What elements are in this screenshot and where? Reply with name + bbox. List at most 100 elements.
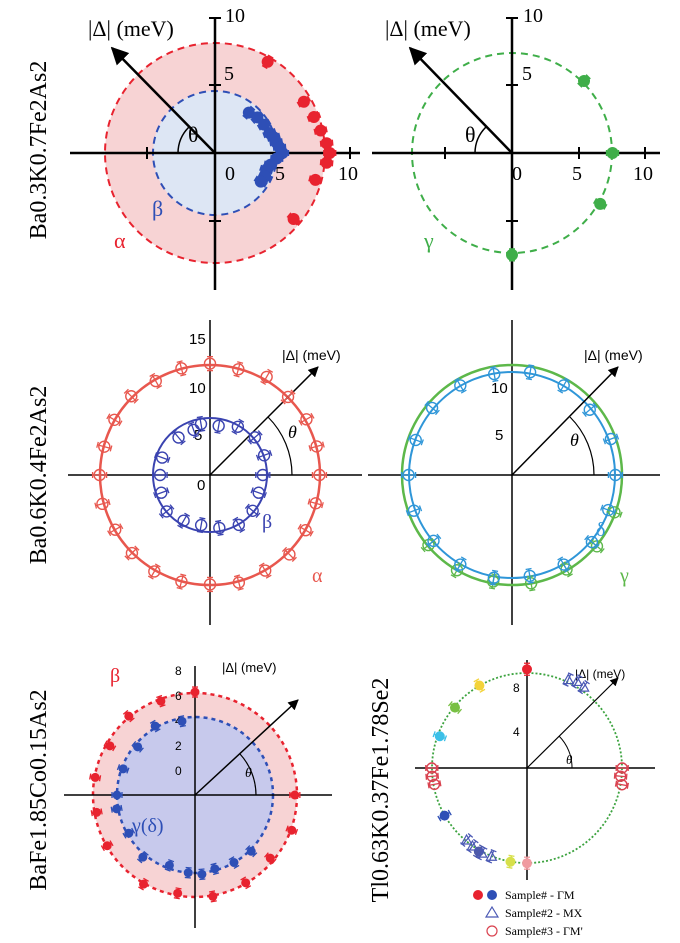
data-point <box>320 156 333 169</box>
error-bar <box>456 558 465 571</box>
panel3-radial-arrow <box>209 366 319 476</box>
error-bar <box>173 431 184 444</box>
error-cap <box>169 504 175 510</box>
data-point <box>92 807 102 817</box>
data-point <box>583 403 596 416</box>
data-point <box>232 518 246 532</box>
data-point <box>229 858 239 868</box>
error-cap <box>420 546 426 553</box>
error-cap <box>124 555 130 561</box>
error-cap <box>238 418 245 423</box>
error-cap <box>198 868 205 871</box>
error-bar <box>284 549 295 560</box>
legend-marker-filled-blue <box>487 890 497 900</box>
error-cap <box>179 725 186 728</box>
data-point <box>439 810 450 821</box>
error-bar <box>468 840 477 852</box>
error-cap <box>602 438 606 445</box>
error-cap <box>250 487 254 494</box>
error-cap <box>508 854 515 858</box>
panel4-tick-label: 5 <box>495 427 503 444</box>
error-cap <box>506 866 513 869</box>
panel4-theta-arc <box>569 416 595 476</box>
error-bar <box>234 518 243 532</box>
data-point <box>138 852 148 862</box>
panel-2: θ |Δ| (meV) 0 5 10 5 10 γ <box>372 5 660 290</box>
error-cap <box>529 589 536 592</box>
data-point <box>254 175 267 188</box>
data-point <box>241 878 251 888</box>
error-cap <box>281 155 284 162</box>
data-point <box>557 558 570 571</box>
data-point-triangle <box>485 850 498 861</box>
panel-5: θ |Δ| (meV) 0 2 4 6 8 β γ(δ) <box>64 660 332 928</box>
error-cap <box>436 533 442 540</box>
error-cap <box>107 498 111 506</box>
error-cap <box>215 519 222 523</box>
error-cap <box>528 364 535 367</box>
error-cap <box>460 389 467 394</box>
error-cap <box>122 832 127 839</box>
error-bar <box>249 432 261 443</box>
panel5-data <box>89 686 301 903</box>
error-cap <box>325 126 328 133</box>
error-bar <box>160 506 173 517</box>
error-bar <box>199 518 204 533</box>
panel3-series-label-beta: β <box>262 511 272 533</box>
error-bar <box>586 537 598 548</box>
data-point <box>594 197 607 210</box>
panel-1: θ |Δ| (meV) 0 5 10 5 10 α β <box>70 5 360 290</box>
error-cap <box>309 530 314 537</box>
panel5-tick-label: 8 <box>175 664 182 678</box>
error-bar <box>583 404 596 415</box>
error-cap <box>122 709 129 715</box>
error-cap <box>177 524 184 529</box>
panel1-tick-label: 10 <box>338 163 358 185</box>
error-cap <box>107 530 112 537</box>
panel2-tick-label: 10 <box>523 5 543 27</box>
error-bar <box>559 379 568 392</box>
error-cap <box>592 197 598 204</box>
data-point <box>310 440 323 453</box>
data-point <box>309 173 322 186</box>
error-cap <box>577 82 583 88</box>
data-point-triangle <box>570 675 583 687</box>
error-cap <box>208 890 216 893</box>
error-cap <box>168 859 175 863</box>
error-bar <box>150 565 159 578</box>
panel1-series-label-beta: β <box>152 196 163 221</box>
data-point <box>616 762 628 774</box>
error-cap <box>460 556 467 561</box>
error-cap <box>467 832 474 838</box>
error-cap <box>567 573 573 578</box>
data-point <box>259 564 272 577</box>
error-cap <box>260 380 267 386</box>
data-point-triangle <box>466 839 479 851</box>
panel5-theta-arc <box>239 753 257 796</box>
error-cap <box>306 115 310 123</box>
panel-3: θ |Δ| (meV) 0 5 10 15 α β <box>68 320 362 625</box>
error-cap <box>307 498 311 505</box>
error-cap <box>129 717 135 723</box>
error-cap <box>217 533 224 536</box>
panel5-series-label-gamma: γ(δ) <box>131 815 164 837</box>
panel1-tick-label: 5 <box>224 63 234 85</box>
data-point <box>449 702 460 713</box>
error-bar <box>151 374 160 388</box>
error-cap <box>173 897 180 900</box>
panel2-tick-label: 5 <box>572 163 582 185</box>
data-point-triangle <box>562 673 575 685</box>
error-bar <box>154 489 169 496</box>
error-cap <box>525 377 532 381</box>
panel1-theta-arc <box>177 126 190 154</box>
panel5-axis-label: |Δ| (meV) <box>222 660 276 675</box>
data-point <box>155 451 169 464</box>
error-cap <box>176 360 183 364</box>
data-point <box>524 577 538 590</box>
panel6-theta-arc <box>558 735 573 769</box>
error-cap <box>180 440 186 446</box>
legend-marker-filled-red <box>473 890 483 900</box>
error-bar <box>233 420 242 434</box>
error-bar <box>604 435 618 442</box>
